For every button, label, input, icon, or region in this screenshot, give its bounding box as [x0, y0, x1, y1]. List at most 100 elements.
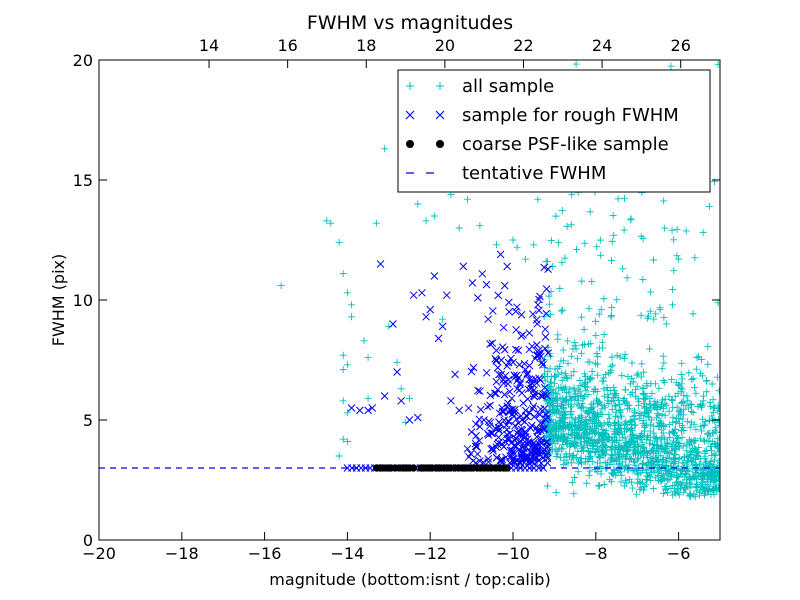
scatter-point-all-sample	[678, 359, 686, 367]
scatter-point-all-sample	[547, 310, 555, 318]
scatter-point-all-sample	[659, 429, 667, 437]
scatter-point-all-sample	[711, 473, 719, 481]
scatter-point-all-sample	[634, 454, 642, 462]
scatter-point-all-sample	[586, 208, 594, 216]
scatter-point-all-sample	[372, 219, 380, 227]
scatter-point-all-sample	[627, 215, 635, 223]
legend-marker	[436, 82, 444, 90]
scatter-point-all-sample	[623, 451, 631, 459]
scatter-point-all-sample	[652, 454, 660, 462]
scatter-point-all-sample	[601, 371, 609, 379]
scatter-point-psf-sample	[410, 464, 418, 472]
scatter-point-all-sample	[659, 352, 667, 360]
scatter-point-rough-sample	[422, 312, 430, 321]
scatter-point-all-sample	[673, 403, 681, 411]
scatter-point-all-sample	[634, 435, 642, 443]
scatter-point-all-sample	[640, 399, 648, 407]
scatter-point-all-sample	[675, 491, 683, 499]
scatter-point-rough-sample	[467, 428, 476, 436]
scatter-point-all-sample	[671, 426, 679, 434]
scatter-point-all-sample	[667, 484, 675, 492]
scatter-point-all-sample	[579, 403, 587, 411]
scatter-point-all-sample	[610, 231, 618, 239]
scatter-point-all-sample	[555, 239, 563, 247]
scatter-point-all-sample	[683, 418, 691, 426]
scatter-point-all-sample	[631, 411, 639, 419]
scatter-point-rough-sample	[514, 374, 523, 382]
scatter-point-all-sample	[658, 410, 666, 418]
scatter-point-all-sample	[348, 313, 356, 321]
scatter-point-rough-sample	[486, 340, 494, 348]
scatter-point-rough-sample	[492, 356, 501, 364]
scatter-point-all-sample	[364, 394, 372, 402]
scatter-point-all-sample	[631, 451, 639, 459]
scatter-point-all-sample	[660, 421, 668, 429]
top-x-tick-label: 20	[435, 36, 455, 55]
scatter-point-rough-sample	[530, 412, 539, 421]
scatter-point-all-sample	[570, 434, 578, 442]
scatter-point-all-sample	[662, 320, 670, 328]
scatter-point-rough-sample	[512, 325, 521, 334]
scatter-point-all-sample	[572, 60, 580, 68]
scatter-point-all-sample	[630, 434, 638, 442]
scatter-point-all-sample	[650, 256, 658, 264]
scatter-point-rough-sample	[504, 376, 513, 384]
scatter-point-rough-sample	[505, 387, 514, 396]
scatter-point-all-sample	[550, 408, 558, 416]
top-x-tick-label: 14	[199, 36, 219, 55]
scatter-point-all-sample	[629, 446, 637, 454]
scatter-point-all-sample	[704, 360, 712, 368]
scatter-point-all-sample	[634, 470, 642, 478]
scatter-point-all-sample	[615, 459, 623, 467]
scatter-point-all-sample	[611, 434, 619, 442]
scatter-point-rough-sample	[515, 360, 524, 369]
scatter-point-all-sample	[585, 305, 593, 313]
scatter-point-all-sample	[640, 410, 648, 418]
scatter-point-all-sample	[584, 439, 592, 447]
scatter-point-all-sample	[568, 452, 576, 460]
scatter-point-all-sample	[641, 483, 649, 491]
scatter-point-all-sample	[628, 389, 636, 397]
scatter-point-all-sample	[576, 438, 584, 446]
scatter-point-all-sample	[612, 402, 620, 410]
scatter-point-all-sample	[552, 489, 560, 497]
x-tick-label: −6	[667, 544, 691, 563]
scatter-point-all-sample	[592, 317, 600, 325]
scatter-point-all-sample	[689, 408, 697, 416]
scatter-point-rough-sample	[532, 423, 541, 432]
scatter-point-psf-sample	[503, 464, 511, 472]
scatter-point-all-sample	[605, 393, 613, 401]
scatter-point-all-sample	[552, 389, 560, 397]
scatter-point-rough-sample	[492, 346, 501, 355]
scatter-point-all-sample	[615, 443, 623, 451]
scatter-point-rough-sample	[514, 427, 523, 435]
scatter-point-all-sample	[646, 345, 654, 353]
scatter-point-all-sample	[622, 438, 630, 446]
scatter-point-rough-sample	[523, 412, 531, 421]
scatter-point-all-sample	[678, 459, 686, 467]
scatter-point-rough-sample	[512, 415, 521, 423]
scatter-point-rough-sample	[529, 402, 538, 411]
scatter-point-all-sample	[571, 341, 579, 349]
scatter-point-all-sample	[691, 445, 699, 453]
scatter-point-all-sample	[593, 243, 601, 251]
scatter-point-all-sample	[715, 387, 720, 395]
scatter-point-rough-sample	[514, 419, 523, 428]
scatter-point-all-sample	[617, 478, 625, 486]
scatter-point-all-sample	[703, 463, 711, 471]
scatter-point-all-sample	[567, 431, 575, 439]
scatter-point-all-sample	[594, 482, 602, 490]
scatter-point-rough-sample	[468, 279, 477, 287]
scatter-point-all-sample	[588, 368, 596, 376]
scatter-point-all-sample	[619, 265, 627, 273]
scatter-point-rough-sample	[484, 454, 493, 463]
scatter-point-all-sample	[665, 407, 673, 415]
scatter-point-all-sample	[647, 380, 655, 388]
scatter-point-all-sample	[713, 443, 720, 451]
scatter-point-rough-sample	[530, 389, 539, 398]
scatter-point-rough-sample	[532, 433, 541, 441]
scatter-point-all-sample	[455, 224, 463, 232]
axes: −20 −18 −16 −14 −12 −10 −8 −6 0 5 10 15 20 14 16 18 20 22…	[73, 36, 720, 563]
scatter-point-all-sample	[630, 466, 638, 474]
scatter-point-all-sample	[463, 195, 471, 203]
